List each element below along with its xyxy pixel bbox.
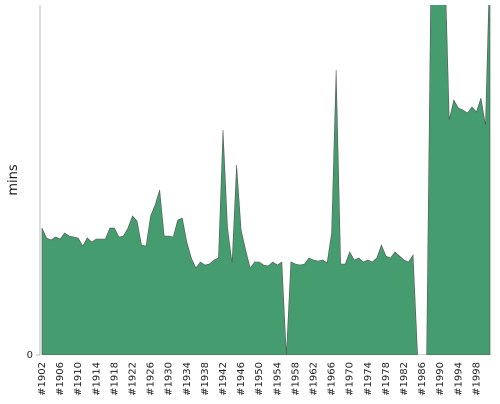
x-tick-label: #1926: [146, 362, 157, 396]
x-tick-label: #1962: [309, 362, 320, 396]
x-tick-label: #1966: [327, 362, 338, 396]
y-axis-label: mins: [6, 164, 21, 196]
x-tick-label: #1914: [91, 362, 102, 396]
area: [41, 5, 491, 355]
x-tick-label: #1942: [218, 362, 229, 396]
x-tick-label: #1954: [272, 362, 283, 396]
x-tick-label: #1918: [109, 362, 120, 396]
x-tick-label: #1978: [381, 362, 392, 396]
x-tick-label: #1994: [453, 362, 464, 396]
x-tick-label: #1986: [417, 362, 428, 396]
x-tick-label: #1938: [200, 362, 211, 396]
x-tick-label: #1974: [363, 362, 374, 396]
y-tick-label: 0: [27, 350, 33, 361]
x-tick-label: #1946: [236, 362, 247, 396]
x-tick-label: #1934: [182, 362, 193, 396]
x-tick-label: #1930: [164, 362, 175, 396]
x-tick-label: #1970: [345, 362, 356, 396]
x-tick-label: #1982: [399, 362, 410, 396]
x-tick-label: #1990: [435, 362, 446, 396]
x-tick-label: #1910: [73, 362, 84, 396]
x-tick-label: #1958: [290, 362, 301, 396]
x-tick-label: #1998: [471, 362, 482, 396]
x-tick-label: #1906: [55, 362, 66, 396]
x-tick-label: #1922: [128, 362, 139, 396]
x-tick-label: #1950: [254, 362, 265, 396]
x-tick-label: #1902: [37, 362, 48, 396]
